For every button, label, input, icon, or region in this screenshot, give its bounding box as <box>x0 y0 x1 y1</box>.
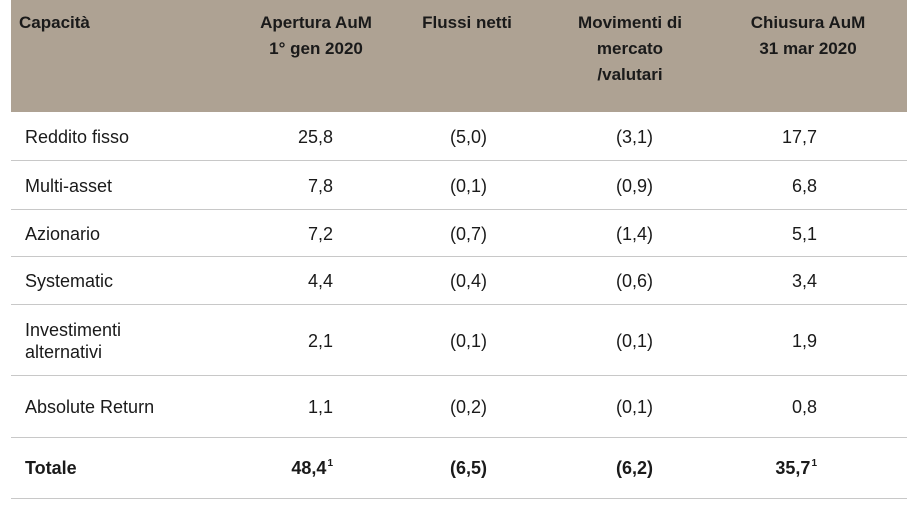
total-label: Totale <box>25 457 77 479</box>
table-row: Systematic 4,4 (0,4) (0,6) 3,4 <box>11 257 907 305</box>
total-apertura: 48,41 <box>291 457 333 483</box>
table-row: Reddito fisso 25,8 (5,0) (3,1) 17,7 <box>11 112 907 161</box>
row-chiusura: 3,4 <box>792 270 817 292</box>
header-capacita: Capacità <box>19 10 90 36</box>
row-label: Systematic <box>25 270 113 292</box>
row-apertura: 2,1 <box>308 330 333 352</box>
row-flussi: (0,4) <box>450 270 487 292</box>
row-label: Multi-asset <box>25 175 112 197</box>
row-flussi: (0,1) <box>450 175 487 197</box>
total-chiusura-footnote: 1 <box>811 458 817 469</box>
row-apertura: 1,1 <box>308 396 333 418</box>
row-apertura: 25,8 <box>298 126 333 148</box>
total-chiusura: 35,71 <box>775 457 817 483</box>
row-flussi: (0,2) <box>450 396 487 418</box>
header-movimenti: Movimenti di mercato /valutari <box>565 10 695 88</box>
row-apertura: 4,4 <box>308 270 333 292</box>
row-label: Azionario <box>25 223 100 245</box>
row-movimenti: (0,1) <box>616 330 653 352</box>
row-chiusura: 0,8 <box>792 396 817 418</box>
row-label: Investimenti alternativi <box>25 319 121 363</box>
row-chiusura: 6,8 <box>792 175 817 197</box>
header-chiusura: Chiusura AuM 31 mar 2020 <box>733 10 883 62</box>
row-flussi: (5,0) <box>450 126 487 148</box>
row-movimenti: (3,1) <box>616 126 653 148</box>
row-chiusura: 5,1 <box>792 223 817 245</box>
table-row: Investimenti alternativi 2,1 (0,1) (0,1) 1,9 <box>11 305 907 376</box>
total-movimenti: (6,2) <box>616 457 653 479</box>
header-apertura: Apertura AuM 1° gen 2020 <box>241 10 391 62</box>
header-flussi: Flussi netti <box>407 10 527 36</box>
row-chiusura: 17,7 <box>782 126 817 148</box>
total-apertura-value: 48,4 <box>291 458 326 478</box>
table-row: Absolute Return 1,1 (0,2) (0,1) 0,8 <box>11 376 907 438</box>
row-chiusura: 1,9 <box>792 330 817 352</box>
total-chiusura-value: 35,7 <box>775 458 810 478</box>
row-movimenti: (0,1) <box>616 396 653 418</box>
row-apertura: 7,8 <box>308 175 333 197</box>
total-flussi: (6,5) <box>450 457 487 479</box>
row-flussi: (0,7) <box>450 223 487 245</box>
row-flussi: (0,1) <box>450 330 487 352</box>
table-row: Azionario 7,2 (0,7) (1,4) 5,1 <box>11 210 907 257</box>
table-header: Capacità Apertura AuM 1° gen 2020 Flussi… <box>11 0 907 112</box>
total-apertura-footnote: 1 <box>327 458 333 469</box>
table-row: Multi-asset 7,8 (0,1) (0,9) 6,8 <box>11 161 907 210</box>
table-row-total: Totale 48,41 (6,5) (6,2) 35,71 <box>11 438 907 499</box>
row-movimenti: (0,6) <box>616 270 653 292</box>
row-label: Absolute Return <box>25 396 154 418</box>
row-movimenti: (1,4) <box>616 223 653 245</box>
row-label: Reddito fisso <box>25 126 129 148</box>
row-apertura: 7,2 <box>308 223 333 245</box>
row-movimenti: (0,9) <box>616 175 653 197</box>
